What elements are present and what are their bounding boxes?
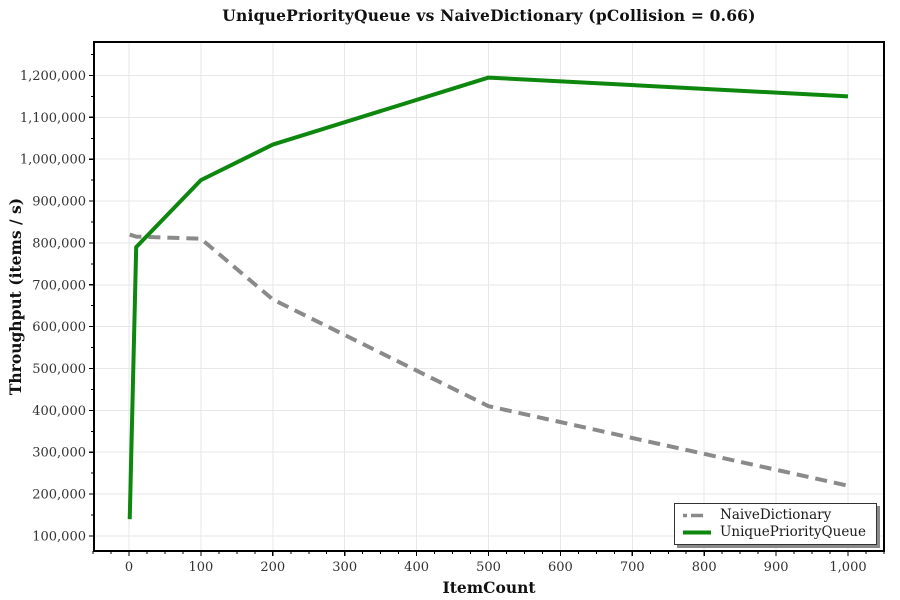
series-line-naivedictionary	[129, 232, 849, 488]
x-tick-label: 500	[476, 560, 501, 575]
x-tick-label: 1,000	[829, 560, 866, 575]
x-tick-label: 800	[692, 560, 717, 575]
y-tick-label: 400,000	[32, 404, 86, 419]
y-tick-label: 300,000	[32, 446, 86, 461]
y-tick-label: 100,000	[32, 529, 86, 544]
y-tick-label: 900,000	[32, 195, 86, 210]
dashed-line-swatch-icon	[683, 513, 712, 517]
legend: NaiveDictionary UniquePriorityQueue	[674, 503, 877, 545]
x-axis-title: ItemCount	[442, 578, 536, 597]
series-line-uniquepriorityqueue	[127, 75, 849, 520]
y-tick-label: 800,000	[32, 236, 86, 251]
x-tick-label: 700	[620, 560, 645, 575]
x-tick-label: 300	[332, 560, 357, 575]
y-axis-title: Throughput (items / s)	[6, 197, 26, 396]
y-tick-label: 1,000,000	[20, 153, 86, 168]
legend-item-naivedictionary: NaiveDictionary	[682, 507, 866, 523]
x-tick-label: 0	[125, 560, 133, 575]
legend-label-naivedictionary: NaiveDictionary	[720, 507, 832, 523]
y-tick-label: 700,000	[32, 278, 86, 293]
x-tick-label: 400	[404, 560, 429, 575]
solid-line-swatch-icon	[683, 530, 712, 534]
x-tick-label: 600	[548, 560, 573, 575]
x-tick-label: 900	[764, 560, 789, 575]
x-tick-label: 100	[188, 560, 213, 575]
y-tick-label: 1,200,000	[20, 69, 86, 84]
y-tick-label: 1,100,000	[20, 111, 86, 126]
x-tick-label: 200	[260, 560, 285, 575]
y-tick-label: 500,000	[32, 362, 86, 377]
y-tick-label: 600,000	[32, 320, 86, 335]
legend-item-uniquepriorityqueue: UniquePriorityQueue	[682, 524, 866, 540]
y-axis-title-container: Throughput (items / s)	[6, 42, 26, 551]
legend-label-uniquepriorityqueue: UniquePriorityQueue	[720, 524, 866, 540]
y-tick-label: 200,000	[32, 488, 86, 503]
chart-title: UniquePriorityQueue vs NaiveDictionary (…	[222, 6, 756, 25]
